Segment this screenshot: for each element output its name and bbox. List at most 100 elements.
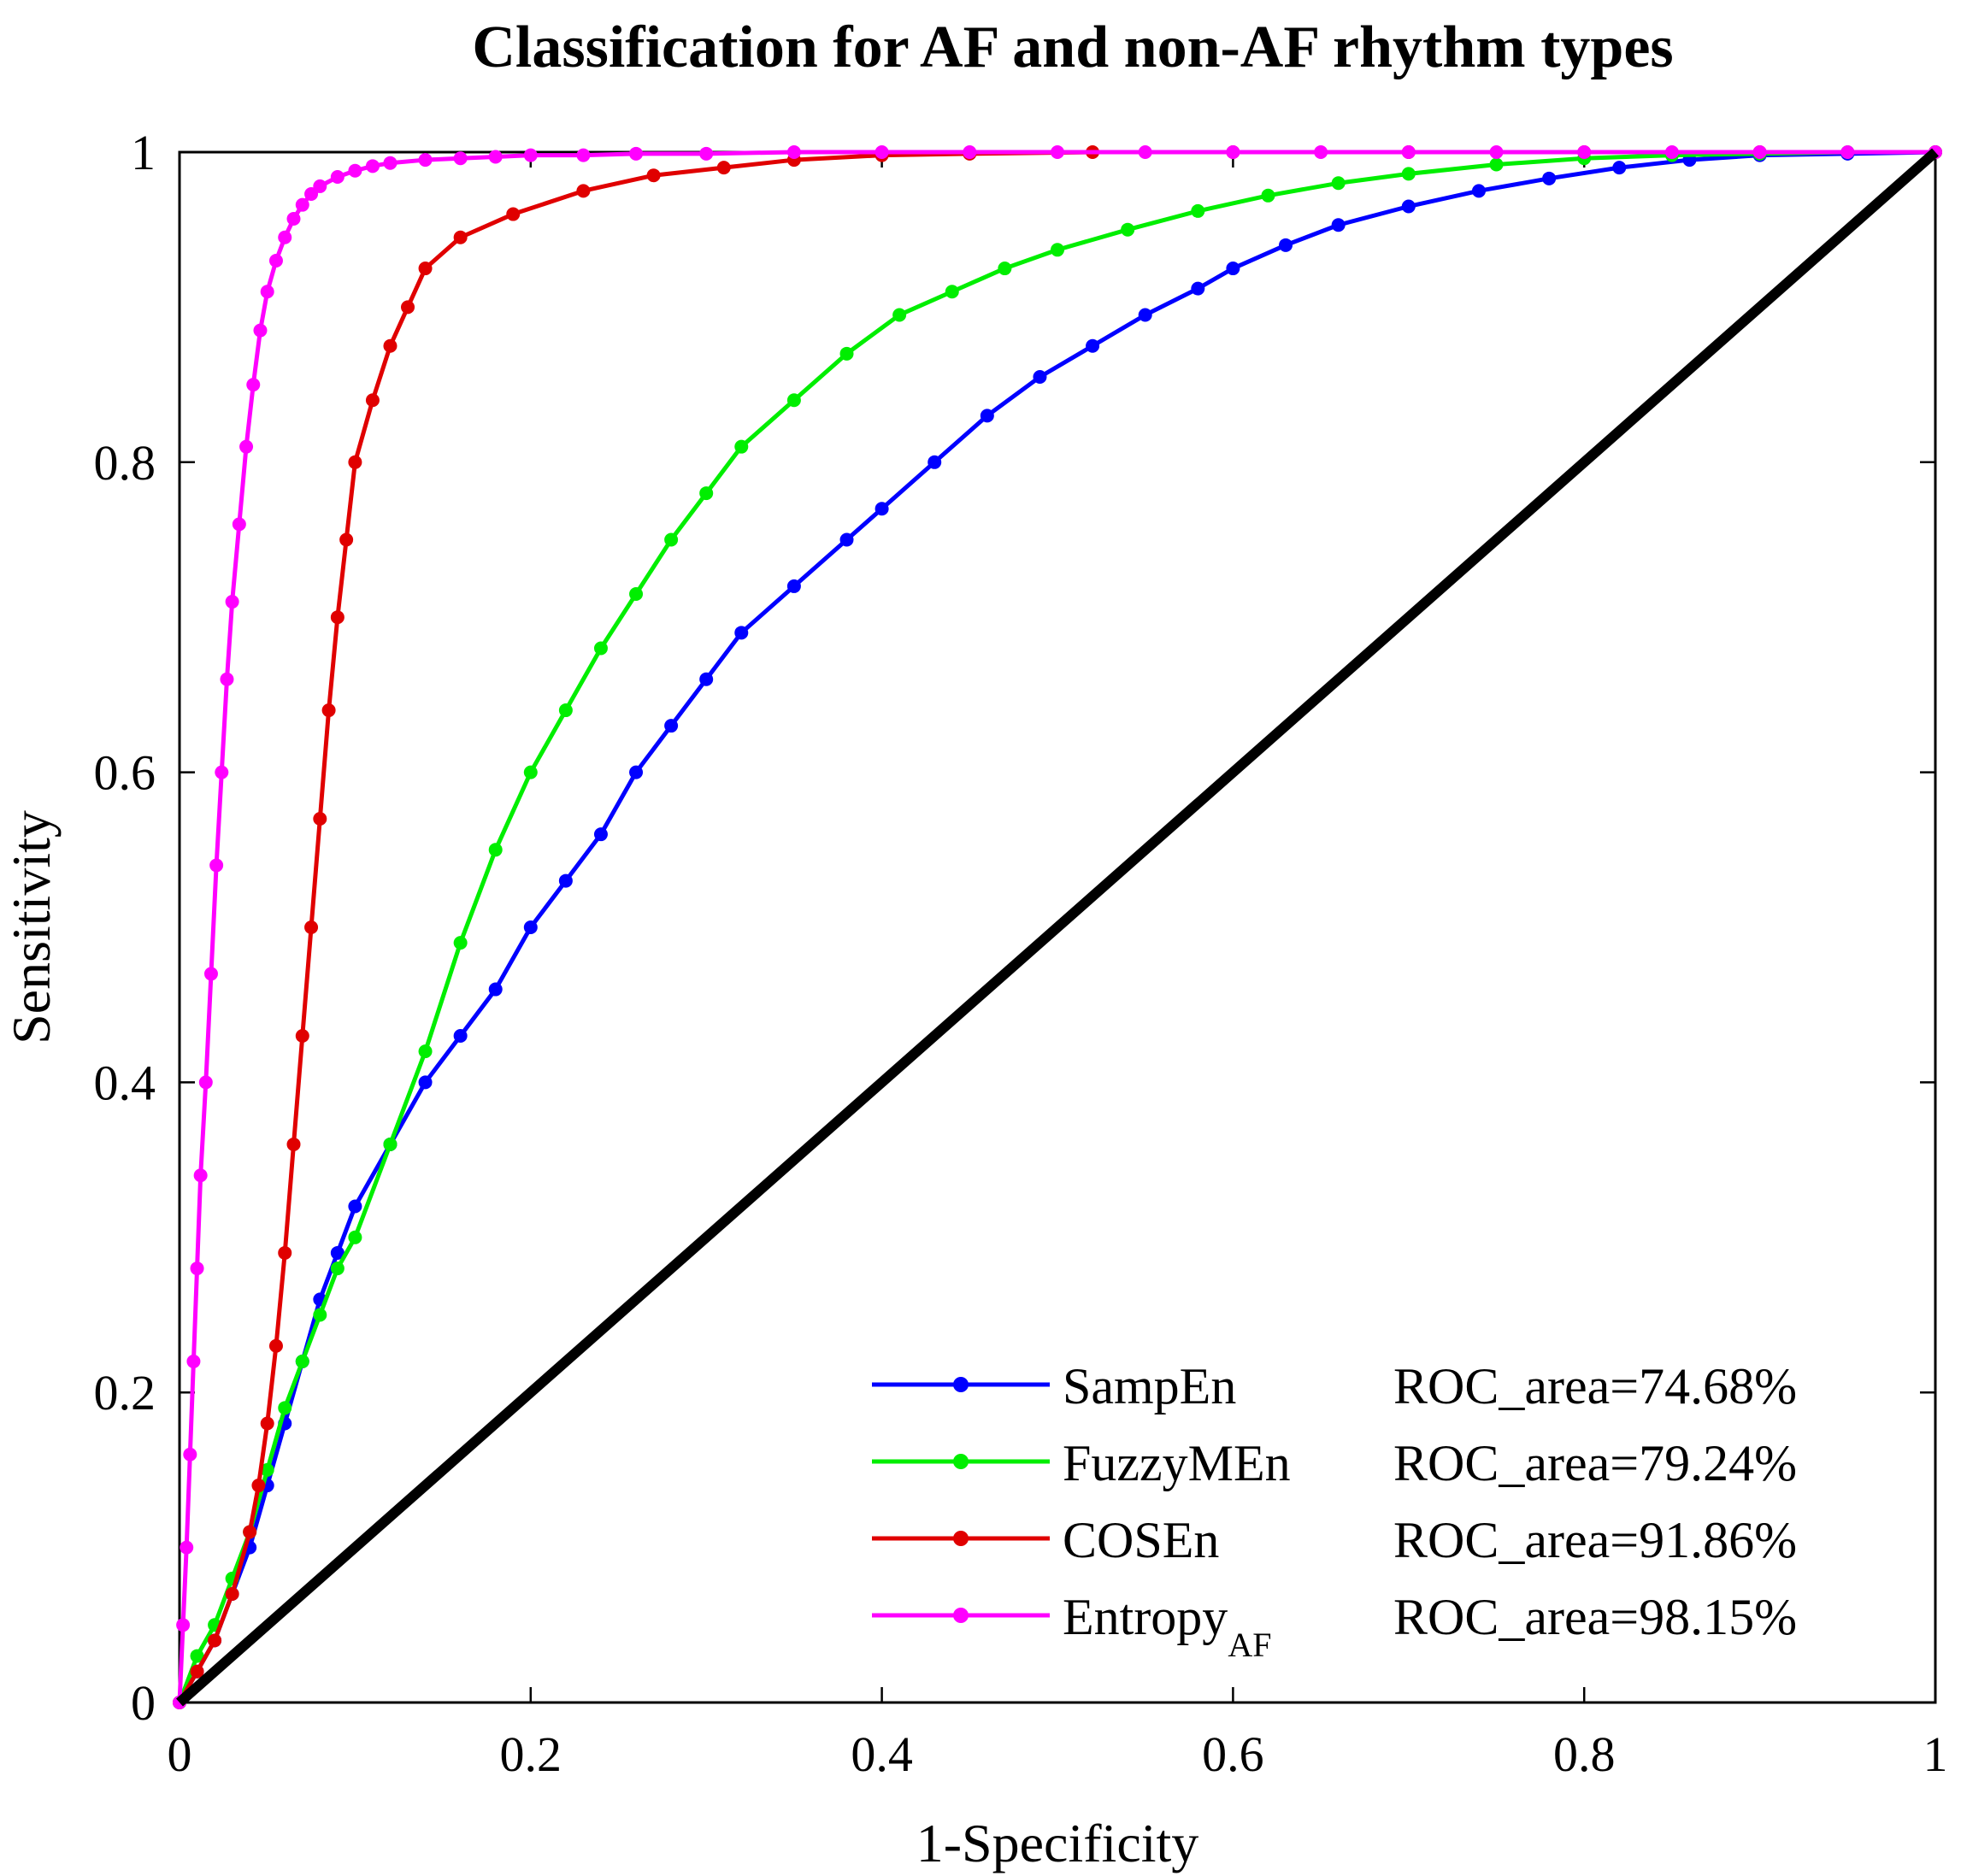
series-point — [629, 146, 644, 161]
series-point — [593, 827, 608, 842]
series-point — [839, 346, 854, 361]
series-point — [523, 148, 538, 162]
series-point — [1331, 176, 1346, 191]
series-point — [1401, 199, 1416, 214]
series-point — [278, 1245, 292, 1260]
series-point — [260, 285, 274, 299]
series-point — [1138, 145, 1152, 159]
series-point — [1542, 171, 1557, 185]
chart-title: Classification for AF and non-AF rhythm … — [472, 15, 1673, 80]
y-axis-label: Sensitivity — [1, 810, 62, 1044]
series-point — [330, 1261, 344, 1276]
series-point — [278, 230, 292, 244]
series-point — [313, 179, 327, 193]
series-point — [488, 843, 503, 857]
series-point — [251, 1479, 266, 1493]
series-point — [190, 1664, 204, 1679]
series-point — [225, 1587, 239, 1602]
series-point — [1226, 145, 1240, 159]
series-point — [268, 253, 283, 268]
series-point — [203, 967, 218, 981]
series-point — [453, 1028, 468, 1043]
series-point — [488, 982, 503, 997]
series-point — [874, 502, 889, 516]
series-point — [576, 148, 591, 162]
legend-roc-area: ROC_area=79.24% — [1393, 1435, 1797, 1491]
series-point — [699, 672, 714, 686]
series-point — [734, 439, 749, 454]
legend: SampEn ROC_area=74.68% FuzzyMEn ROC_area=79… — [872, 1358, 1797, 1664]
series-point — [383, 156, 398, 170]
series-point — [1261, 188, 1275, 203]
series-point — [260, 1416, 274, 1431]
series-point — [928, 455, 942, 469]
diagonal-reference-line — [176, 148, 1939, 1707]
series-point — [268, 1338, 283, 1353]
series-point — [232, 517, 246, 532]
legend-swatch-marker — [953, 1608, 969, 1623]
series-point — [1191, 281, 1205, 296]
series-point — [980, 409, 994, 423]
series-point — [176, 1618, 191, 1632]
series-point — [209, 858, 224, 873]
series-point — [348, 455, 362, 469]
series-point — [786, 393, 801, 408]
series-point — [488, 150, 503, 164]
series-point — [339, 532, 354, 547]
series-point — [1086, 338, 1100, 353]
series-point — [253, 323, 268, 338]
series-point — [453, 151, 468, 166]
series-point — [1331, 218, 1346, 232]
series-entropy — [173, 145, 1942, 1709]
legend-roc-area: ROC_area=98.15% — [1393, 1589, 1797, 1645]
legend-item: FuzzyMEn ROC_area=79.24% — [872, 1435, 1797, 1491]
series-point — [208, 1633, 222, 1648]
legend-item: SampEn ROC_area=74.68% — [872, 1358, 1797, 1414]
axis-tick-labels: 0 0.2 0.4 0.6 0.8 1 0 0.2 0.4 0.6 0.8 1 — [94, 125, 1948, 1782]
y-tick-label: 0 — [131, 1675, 156, 1731]
series-point — [1051, 243, 1064, 257]
legend-item: EntropyAF ROC_area=98.15% — [872, 1589, 1797, 1664]
series-point — [963, 145, 977, 159]
series-point — [418, 262, 433, 276]
series-point — [1401, 167, 1416, 181]
series-point — [190, 1261, 204, 1276]
x-tick-label: 0.8 — [1553, 1726, 1616, 1782]
series-point — [1489, 157, 1504, 172]
x-axis-label: 1-Specificity — [916, 1813, 1199, 1873]
series-point — [278, 1401, 292, 1415]
series-point — [1752, 145, 1767, 159]
series-point — [523, 920, 538, 934]
legend-roc-area: ROC_area=74.68% — [1393, 1358, 1797, 1414]
legend-label: COSEn — [1063, 1512, 1219, 1568]
series-point — [699, 486, 714, 501]
series-point — [874, 145, 889, 159]
series-point — [1577, 145, 1592, 159]
series-point — [1191, 203, 1205, 218]
series-point — [304, 186, 319, 201]
series-point — [786, 145, 801, 159]
series-point — [215, 765, 229, 779]
series-point — [401, 300, 415, 315]
series-point — [313, 812, 327, 826]
series-point — [839, 532, 854, 547]
series-point — [892, 308, 907, 322]
series-point — [418, 1044, 433, 1059]
series-point — [664, 532, 679, 547]
y-tick-label: 0.6 — [94, 745, 156, 801]
legend-label: EntropyAF — [1063, 1589, 1271, 1664]
legend-roc-area: ROC_area=91.86% — [1393, 1512, 1797, 1568]
series-point — [1121, 222, 1135, 237]
series-point — [453, 936, 468, 950]
series-point — [1612, 161, 1627, 175]
series-point — [786, 579, 801, 593]
series-point — [523, 765, 538, 779]
series-point — [330, 610, 344, 625]
series-point — [193, 1168, 208, 1183]
y-tick-label: 0.2 — [94, 1365, 156, 1420]
series-point — [220, 672, 234, 686]
legend-swatch-marker — [953, 1377, 969, 1392]
series-point — [1314, 145, 1328, 159]
series-point — [418, 153, 433, 168]
